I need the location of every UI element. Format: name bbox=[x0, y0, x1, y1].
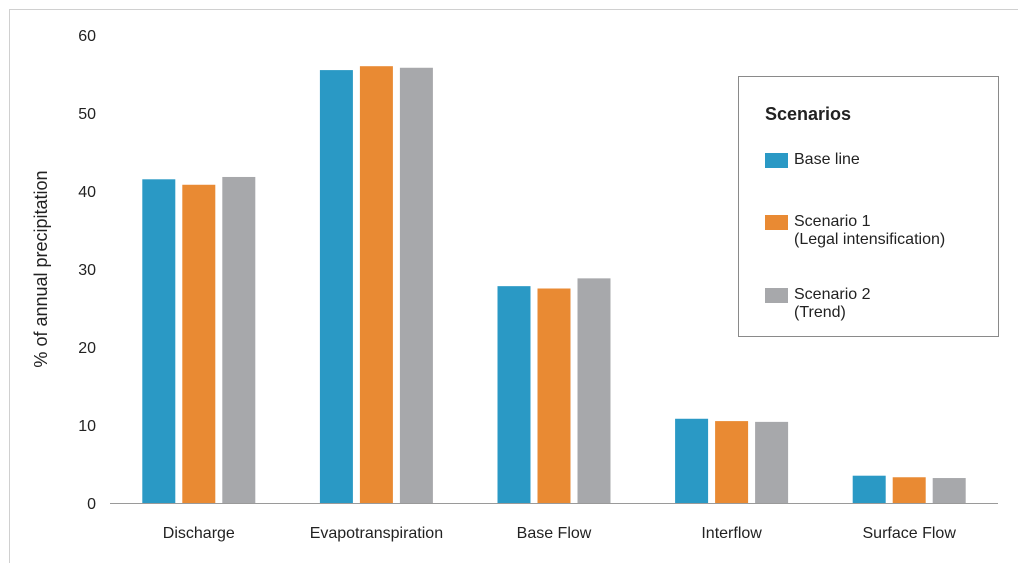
y-tick-label: 50 bbox=[78, 106, 96, 123]
y-tick-label: 30 bbox=[78, 262, 96, 279]
legend-item-base-line: Base line bbox=[765, 151, 860, 169]
bar bbox=[892, 477, 926, 503]
chart-frame bbox=[9, 9, 1018, 563]
x-tick-label: Discharge bbox=[163, 525, 235, 542]
legend-swatch-base-line bbox=[765, 153, 788, 168]
bar bbox=[577, 278, 611, 503]
bar bbox=[182, 184, 216, 503]
y-axis-label: % of annual precipitation bbox=[31, 170, 51, 367]
y-tick-label: 0 bbox=[87, 496, 96, 513]
legend-item-scenario-2: Scenario 2 (Trend) bbox=[765, 286, 871, 322]
legend-title: Scenarios bbox=[765, 104, 852, 124]
legend-item-scenario-1: Scenario 1 (Legal intensification) bbox=[765, 213, 945, 249]
bar bbox=[675, 418, 709, 503]
bar bbox=[852, 475, 886, 503]
bar bbox=[537, 288, 571, 503]
bar bbox=[755, 421, 789, 503]
legend-swatch-scenario-1 bbox=[765, 215, 788, 230]
bar bbox=[142, 179, 176, 504]
legend: Scenarios Base line Scenario 1 (Legal in… bbox=[738, 76, 999, 337]
bar bbox=[319, 70, 353, 503]
legend-label-base-line: Base line bbox=[794, 151, 860, 168]
x-tick-label: Interflow bbox=[701, 525, 762, 542]
bar bbox=[497, 286, 531, 503]
bar bbox=[932, 478, 966, 503]
y-tick-label: 40 bbox=[78, 184, 96, 201]
bar bbox=[399, 67, 433, 503]
legend-label-scenario-2: Scenario 2 (Trend) bbox=[794, 286, 871, 321]
y-tick-label: 10 bbox=[78, 418, 96, 435]
legend-swatch-scenario-2 bbox=[765, 288, 788, 303]
legend-label-scenario-1: Scenario 1 (Legal intensification) bbox=[794, 213, 946, 248]
x-tick-label: Evapotranspiration bbox=[310, 525, 443, 542]
bar bbox=[359, 66, 393, 503]
bar bbox=[222, 176, 256, 503]
x-tick-label: Surface Flow bbox=[863, 525, 957, 542]
x-tick-label: Base Flow bbox=[517, 525, 592, 542]
y-tick-label: 20 bbox=[78, 340, 96, 357]
bar bbox=[715, 421, 749, 503]
y-tick-label: 60 bbox=[78, 28, 96, 45]
